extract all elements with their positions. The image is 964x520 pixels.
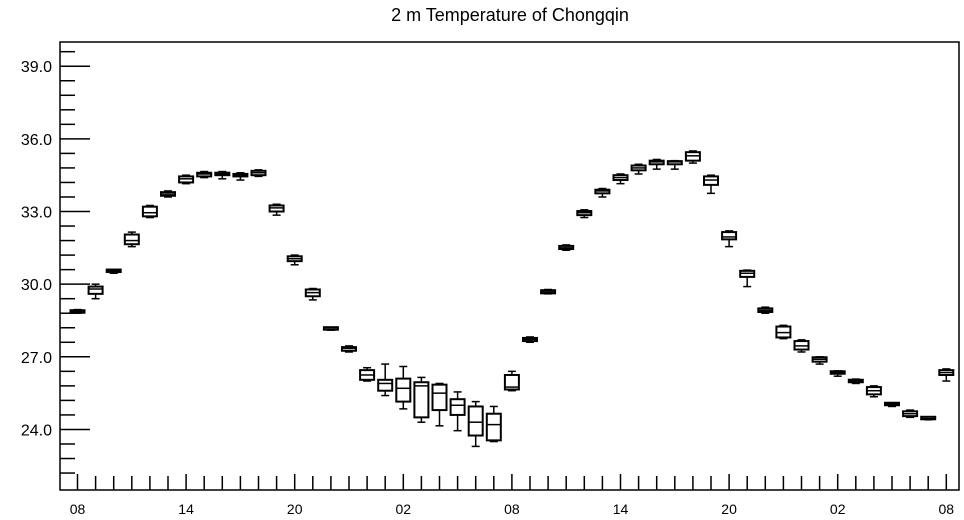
box-plot: [540, 288, 557, 295]
box-plot: [250, 169, 267, 178]
box-plot: [178, 174, 195, 185]
box-plot: [141, 204, 158, 219]
box-plot: [648, 158, 665, 170]
box-plot: [322, 326, 339, 331]
box-rect: [395, 377, 412, 403]
box-rect: [503, 373, 520, 391]
x-tick-label: 08: [70, 501, 86, 517]
box-plot: [630, 163, 647, 175]
box-rect: [87, 285, 104, 295]
box-plot: [105, 268, 122, 275]
box-plot: [196, 170, 213, 179]
box-plot: [920, 415, 937, 421]
x-tick-label: 20: [287, 501, 303, 517]
box-plot: [847, 378, 864, 385]
box-plot: [612, 173, 629, 185]
box-plot: [775, 324, 792, 340]
x-tick-label: 20: [721, 501, 737, 517]
box-plot: [865, 385, 882, 398]
box-plot: [721, 230, 738, 248]
box-plot: [286, 254, 303, 266]
box-plot: [268, 203, 285, 216]
box-plot: [341, 345, 357, 353]
box-rect: [413, 381, 430, 419]
box-plot: [413, 376, 430, 423]
box-plot: [485, 405, 502, 443]
box-rect: [449, 398, 466, 416]
y-axis: 24.0 27.0 30.0 33.0 36.0 39.0: [21, 50, 90, 474]
box-plot: [359, 366, 376, 382]
box-rect: [377, 378, 394, 392]
x-tick-label: 02: [830, 501, 846, 517]
box-rect: [431, 383, 448, 412]
box-plot: [522, 336, 538, 344]
box-plot: [594, 187, 611, 198]
y-tick-label: 27.0: [21, 350, 52, 367]
x-tick-label: 08: [504, 501, 520, 517]
box-plot: [558, 244, 575, 252]
y-tick-label: 33.0: [21, 205, 52, 222]
box-plot: [503, 370, 520, 392]
y-tick-label: 30.0: [21, 277, 52, 294]
plot-frame: [59, 41, 960, 491]
box-plot: [160, 190, 176, 198]
box-plot: [793, 339, 810, 353]
box-plot: [304, 287, 321, 301]
y-tick-label: 36.0: [21, 132, 52, 149]
box-plot: [377, 363, 394, 397]
box-plot: [902, 409, 919, 419]
box-plot: [214, 170, 231, 180]
box-plot: [666, 159, 683, 170]
box-plot: [829, 370, 846, 377]
box-plot: [467, 400, 484, 448]
x-axis: 08 14 20 02 08 14 20 02 08: [70, 474, 955, 517]
chart-title: 2 m Temperature of Chongqin: [391, 5, 629, 25]
box-rect: [721, 231, 738, 241]
y-tick-label: 24.0: [21, 422, 52, 439]
y-tick-label: 39.0: [21, 59, 52, 76]
box-plot: [576, 209, 593, 219]
box-plot: [684, 150, 701, 164]
box-plot: [938, 368, 955, 382]
x-tick-label: 14: [613, 501, 629, 517]
box-rect: [467, 405, 484, 437]
box-rect: [485, 412, 502, 442]
box-plot: [87, 283, 104, 300]
box-series: [69, 150, 955, 448]
box-rect: [123, 233, 140, 246]
box-plot: [884, 401, 900, 408]
box-plot: [449, 391, 466, 432]
x-tick-label: 08: [939, 501, 955, 517]
box-plot: [703, 174, 719, 195]
box-plot: [69, 308, 86, 314]
x-tick-label: 14: [178, 501, 194, 517]
box-plot: [232, 172, 249, 181]
box-plot: [739, 269, 756, 288]
box-plot: [757, 306, 774, 314]
box-plot: [123, 231, 140, 248]
box-rect: [141, 205, 158, 218]
box-plot: [395, 365, 412, 410]
box-plot: [431, 382, 448, 427]
box-plot: [811, 356, 828, 365]
x-tick-label: 02: [396, 501, 412, 517]
